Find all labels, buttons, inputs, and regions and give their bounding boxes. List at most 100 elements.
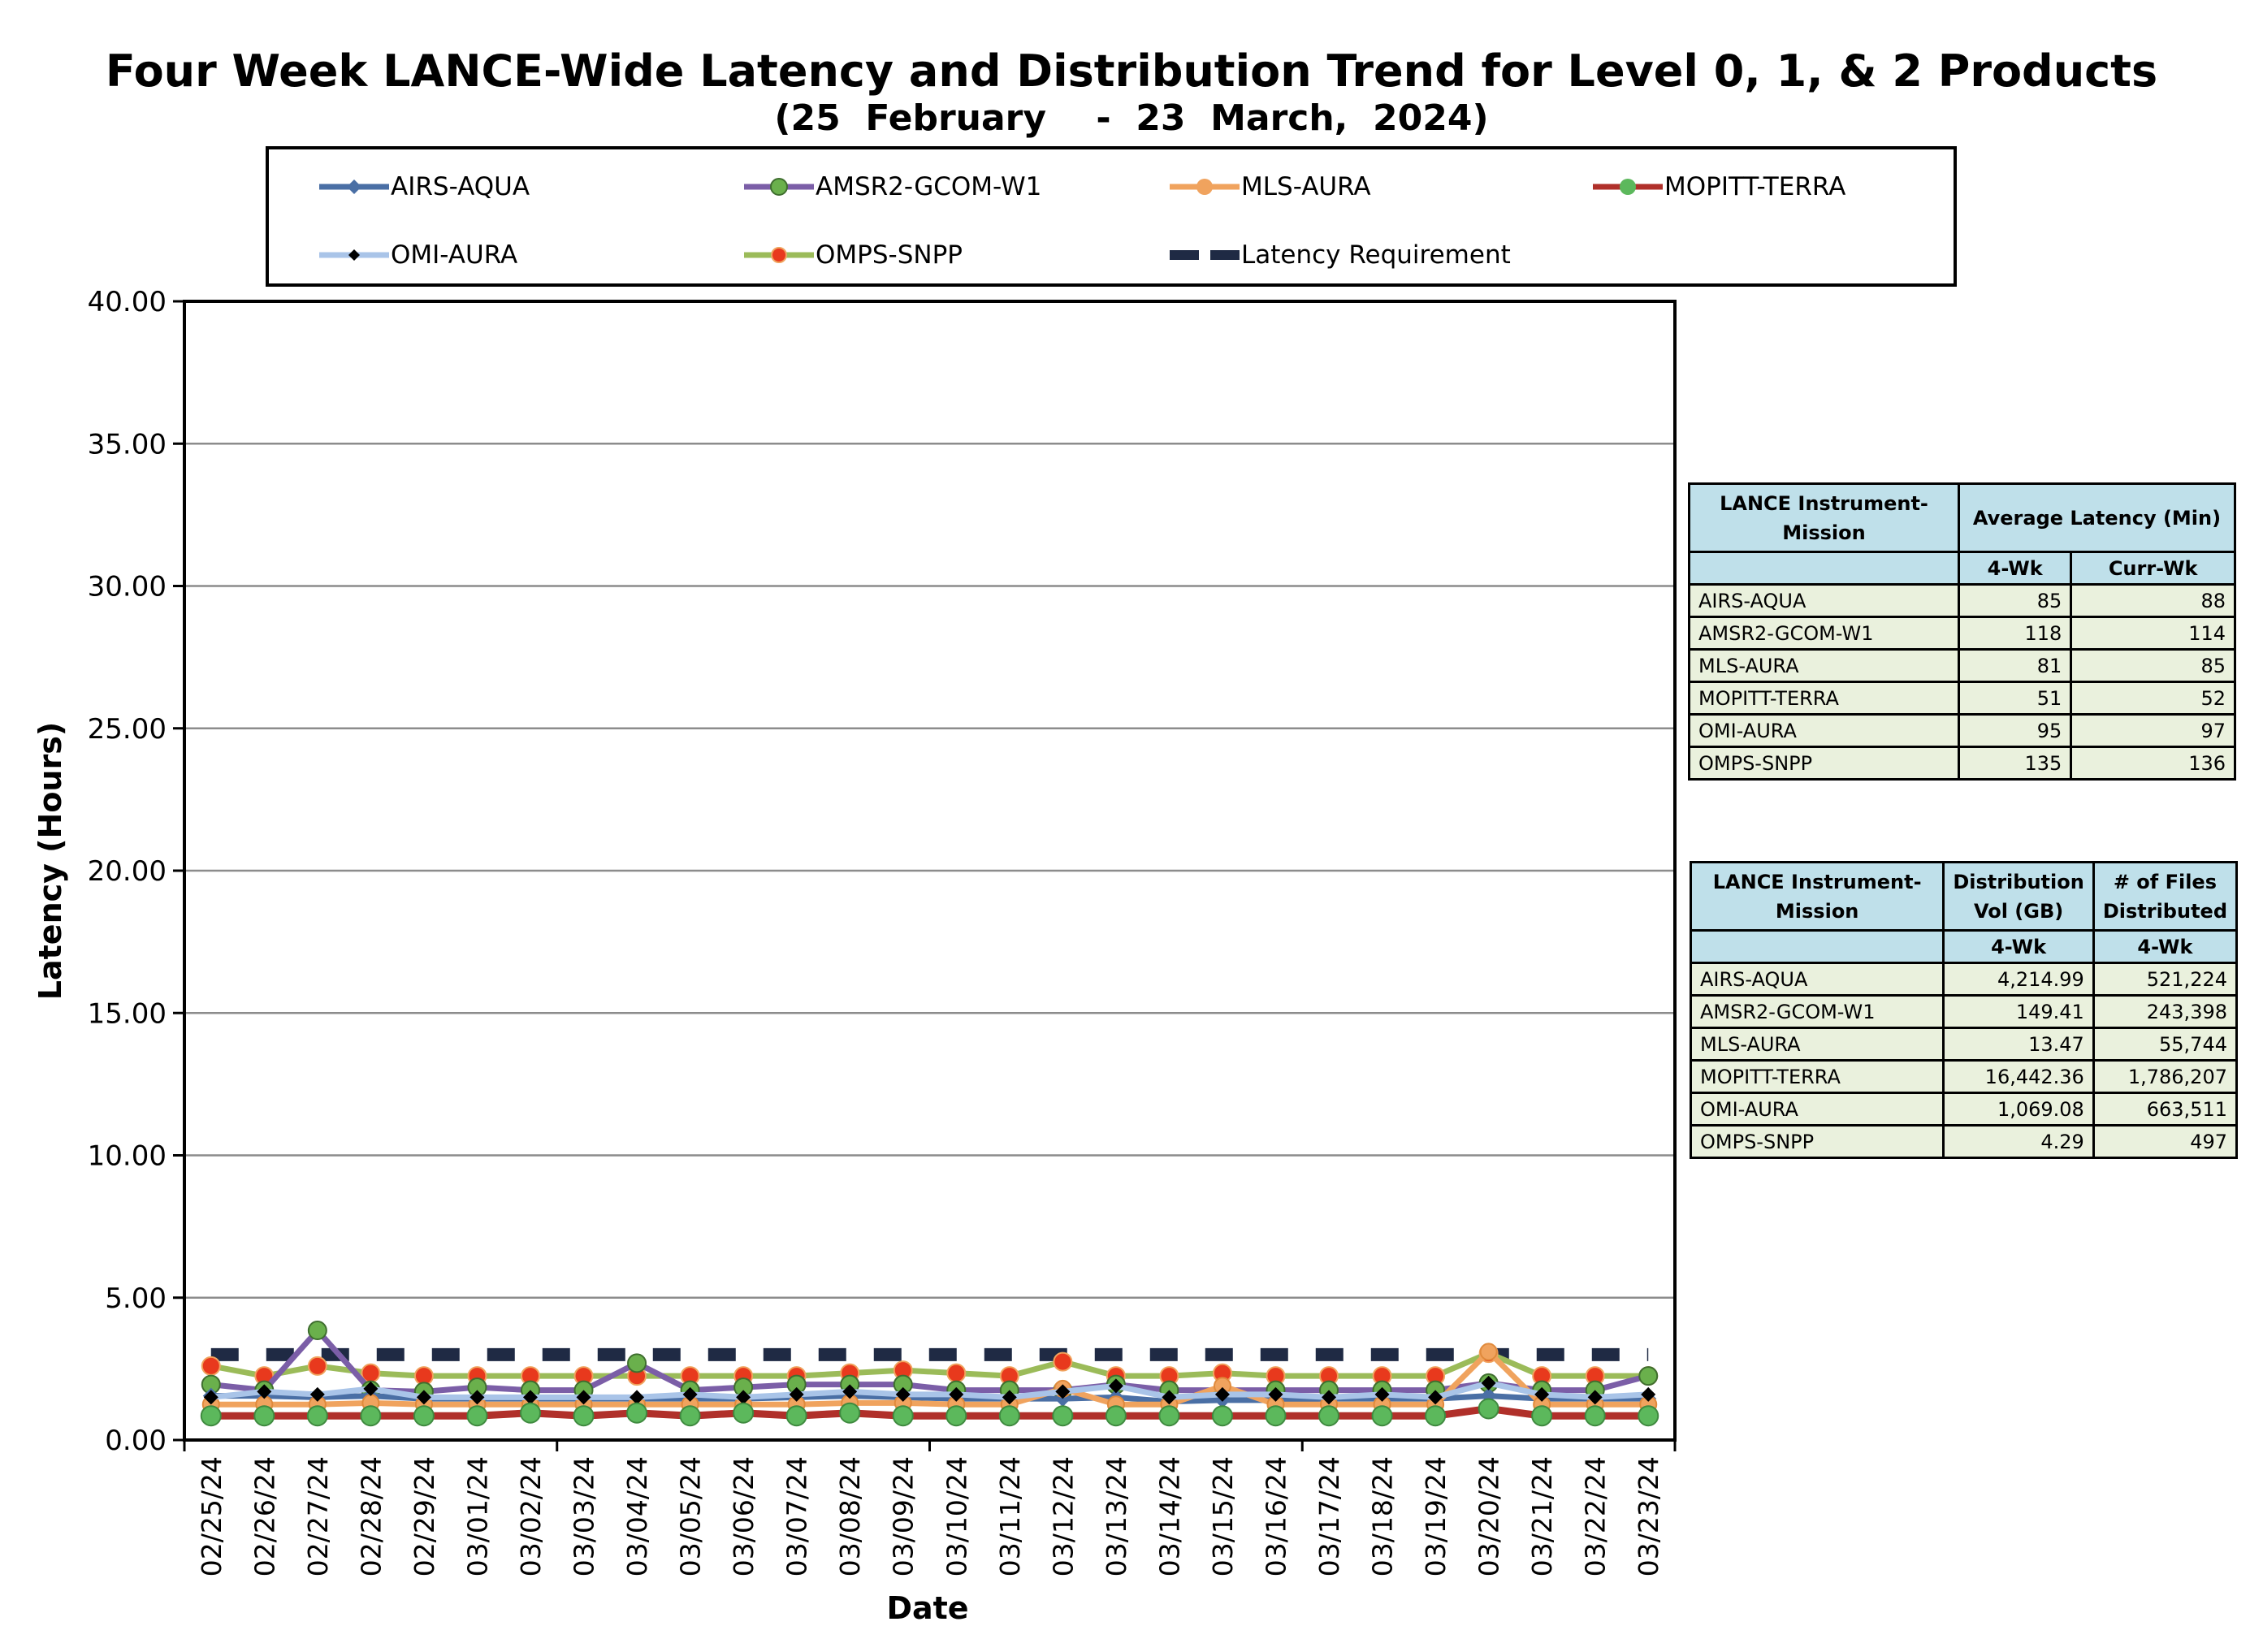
- table2-header-volume: Distribution Vol (GB): [1942, 861, 2095, 932]
- cell-4wk: 135: [1957, 746, 2073, 781]
- data-point-omps-snpp: [201, 1356, 221, 1376]
- series-line-mls-aura: [210, 1348, 1649, 1408]
- x-tick-label: 03/04/24: [621, 1456, 653, 1576]
- data-point-omps-snpp: [1053, 1351, 1073, 1372]
- y-tick-label: 25.00: [88, 713, 167, 746]
- cell-4wk: 95: [1957, 713, 2073, 748]
- table-row: MOPITT-TERRA 51 52: [1688, 681, 2236, 716]
- table-row: OMI-AURA 95 97: [1688, 713, 2236, 748]
- table1-header-instrument: LANCE Instrument-Mission: [1688, 482, 1960, 553]
- y-tick-label: 30.00: [88, 571, 167, 603]
- table-row: MLS-AURA 13.47 55,744: [1689, 1027, 2239, 1062]
- data-point-mopitt-terra: [1211, 1405, 1233, 1427]
- cell-files: 521,224: [2092, 962, 2239, 997]
- y-tick-label: 10.00: [88, 1140, 167, 1173]
- data-point-omi-aura: [1268, 1386, 1283, 1402]
- data-point-mopitt-terra: [998, 1405, 1020, 1427]
- data-point-omi-aura: [789, 1386, 804, 1402]
- cell-files: 55,744: [2092, 1027, 2239, 1062]
- x-tick-label: 03/16/24: [1260, 1456, 1292, 1576]
- x-tick-label: 02/27/24: [302, 1456, 334, 1576]
- x-tick-label: 03/05/24: [675, 1456, 707, 1576]
- y-tick-label: 5.00: [105, 1282, 167, 1315]
- y-tick-label: 0.00: [105, 1425, 167, 1457]
- series-line-amsr2-gcom-w1: [210, 1327, 1650, 1395]
- data-point-omi-aura: [469, 1390, 485, 1405]
- x-tick-label: 03/18/24: [1367, 1456, 1399, 1576]
- data-point-omi-aura: [736, 1390, 751, 1405]
- table1-header-blank: [1688, 551, 1960, 586]
- x-tick-label: 03/17/24: [1313, 1456, 1345, 1576]
- table1-header-latency: Average Latency (Min): [1958, 482, 2236, 553]
- cell-name: OMPS-SNPP: [1689, 1124, 1945, 1159]
- x-tick-label: 03/06/24: [728, 1456, 759, 1576]
- cell-4wk: 51: [1957, 681, 2073, 716]
- legend: AIRS-AQUA AMSR2-GCOM-W1 MLS-AURA MOPITT-…: [266, 146, 1957, 287]
- x-tick-label: 03/01/24: [461, 1456, 493, 1576]
- data-point-mopitt-terra: [1584, 1405, 1606, 1427]
- cell-currwk: 114: [2070, 616, 2236, 651]
- legend-label: AMSR2-GCOM-W1: [816, 172, 1042, 201]
- table1-header-currwk: Curr-Wk: [2070, 551, 2236, 586]
- data-point-mopitt-terra: [466, 1405, 488, 1427]
- data-point-omi-aura: [1374, 1386, 1390, 1402]
- data-point-omi-aura: [1534, 1386, 1550, 1402]
- data-point-mopitt-terra: [1478, 1398, 1499, 1420]
- data-point-mopitt-terra: [1052, 1405, 1074, 1427]
- legend-marker-circle: [744, 178, 814, 196]
- data-point-mopitt-terra: [892, 1405, 914, 1427]
- chart-title: Four Week LANCE-Wide Latency and Distrib…: [105, 45, 2158, 97]
- cell-volume: 4,214.99: [1942, 962, 2095, 997]
- data-point-mopitt-terra: [200, 1405, 222, 1427]
- data-point-omi-aura: [1641, 1386, 1656, 1402]
- x-tick-label: 03/23/24: [1633, 1456, 1664, 1576]
- data-point-mopitt-terra: [1105, 1405, 1127, 1427]
- table-row: AIRS-AQUA 85 88: [1688, 583, 2236, 618]
- table-row: AMSR2-GCOM-W1 149.41 243,398: [1689, 994, 2239, 1029]
- table-row: MOPITT-TERRA 16,442.36 1,786,207: [1689, 1059, 2239, 1094]
- legend-label: AIRS-AQUA: [391, 172, 530, 201]
- data-point-omi-aura: [1108, 1378, 1123, 1394]
- x-tick-label: 03/09/24: [888, 1456, 919, 1576]
- legend-item-airs-aqua: AIRS-AQUA: [318, 171, 530, 203]
- data-point-mopitt-terra: [1265, 1405, 1287, 1427]
- table-row: AMSR2-GCOM-W1 118 114: [1688, 616, 2236, 651]
- cell-currwk: 88: [2070, 583, 2236, 618]
- data-point-mopitt-terra: [573, 1405, 595, 1427]
- data-point-mls-aura: [1479, 1343, 1498, 1361]
- data-point-omi-aura: [257, 1384, 272, 1399]
- data-point-omps-snpp: [946, 1363, 967, 1383]
- data-point-omi-aura: [576, 1390, 591, 1405]
- data-point-omi-aura: [1055, 1384, 1071, 1399]
- table-row: AIRS-AQUA 4,214.99 521,224: [1689, 962, 2239, 997]
- data-point-omi-aura: [1002, 1390, 1017, 1405]
- legend-marker-circle: [744, 247, 814, 263]
- data-point-mopitt-terra: [306, 1405, 328, 1427]
- x-tick-label: 03/11/24: [994, 1456, 1026, 1576]
- legend-item-mls-aura: MLS-AURA: [1168, 171, 1371, 203]
- x-tick-label: 03/22/24: [1580, 1456, 1612, 1576]
- cell-name: OMI-AURA: [1689, 1092, 1945, 1127]
- data-point-omi-aura: [949, 1386, 964, 1402]
- y-tick-label: 15.00: [88, 997, 167, 1030]
- data-point-omi-aura: [895, 1386, 911, 1402]
- data-point-mopitt-terra: [519, 1402, 541, 1424]
- cell-files: 663,511: [2092, 1092, 2239, 1127]
- x-tick-label: 02/28/24: [355, 1456, 387, 1576]
- data-point-omi-aura: [630, 1390, 645, 1405]
- legend-label: MOPITT-TERRA: [1664, 172, 1846, 201]
- cell-volume: 149.41: [1942, 994, 2095, 1029]
- x-tick-label: 03/08/24: [834, 1456, 866, 1576]
- cell-files: 497: [2092, 1124, 2239, 1159]
- legend-item-omps-snpp: OMPS-SNPP: [742, 239, 963, 271]
- data-point-omi-aura: [1214, 1386, 1230, 1402]
- data-point-omi-aura: [203, 1390, 219, 1405]
- data-point-mopitt-terra: [626, 1402, 648, 1424]
- data-point-mopitt-terra: [1371, 1405, 1393, 1427]
- cell-4wk: 85: [1957, 583, 2073, 618]
- table-row: OMPS-SNPP 135 136: [1688, 746, 2236, 781]
- series-line-mopitt-terra: [210, 1404, 1649, 1420]
- cell-name: AIRS-AQUA: [1689, 962, 1945, 997]
- x-tick-label: 03/13/24: [1101, 1456, 1132, 1576]
- y-axis-label: Latency (Hours): [32, 721, 68, 1001]
